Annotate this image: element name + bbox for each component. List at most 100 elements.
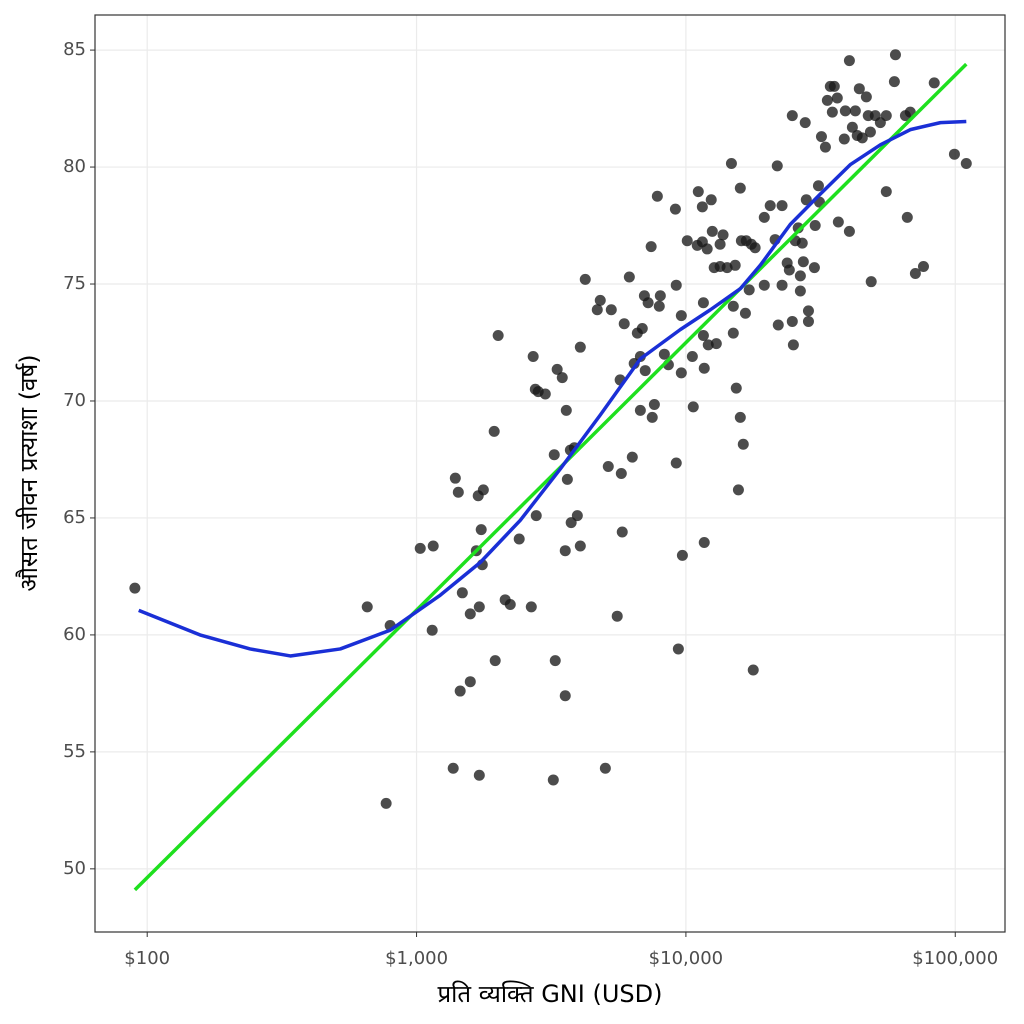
point — [473, 601, 485, 613]
x-tick-label: $100,000 — [912, 948, 998, 969]
point — [548, 449, 560, 461]
point — [670, 457, 682, 469]
point — [626, 451, 638, 463]
point — [475, 524, 487, 536]
point — [819, 141, 831, 153]
point — [796, 237, 808, 249]
point — [698, 362, 710, 374]
point — [579, 273, 591, 285]
point — [452, 486, 464, 498]
point — [658, 348, 670, 360]
x-tick-label: $100 — [124, 948, 170, 969]
point — [654, 290, 666, 302]
point — [513, 533, 525, 545]
point — [672, 643, 684, 655]
point — [634, 404, 646, 416]
point — [797, 256, 809, 268]
point — [129, 582, 141, 594]
x-tick-label: $10,000 — [649, 948, 723, 969]
point — [547, 774, 559, 786]
point — [727, 327, 739, 339]
point — [697, 329, 709, 341]
point — [771, 160, 783, 172]
point — [504, 599, 516, 610]
point — [832, 216, 844, 228]
point — [464, 676, 476, 688]
point — [714, 238, 726, 250]
point — [901, 211, 913, 223]
point — [560, 404, 572, 416]
point — [599, 762, 611, 774]
point — [826, 106, 838, 118]
point — [653, 300, 665, 312]
point — [527, 351, 539, 363]
point — [864, 126, 876, 138]
point — [605, 304, 617, 316]
y-tick-label: 60 — [63, 624, 86, 645]
point — [489, 655, 501, 667]
point — [492, 329, 504, 341]
point — [710, 338, 722, 350]
fit-line — [138, 119, 967, 658]
point — [642, 297, 654, 309]
point — [702, 339, 714, 351]
point — [772, 319, 784, 331]
point — [783, 264, 795, 276]
y-tick-label: 85 — [63, 39, 86, 60]
point — [739, 307, 751, 319]
x-axis-title: प्रति व्यक्ति GNI (USD) — [438, 980, 663, 1008]
point — [549, 655, 561, 667]
point — [559, 545, 571, 557]
point — [828, 80, 840, 92]
point — [676, 549, 688, 561]
point — [776, 200, 788, 212]
point — [706, 225, 718, 237]
point — [799, 117, 811, 129]
y-tick-label: 75 — [63, 273, 86, 294]
point — [787, 339, 799, 351]
point — [639, 365, 651, 377]
point — [559, 690, 571, 702]
point — [681, 235, 693, 247]
point — [737, 438, 749, 450]
point — [729, 259, 741, 271]
point — [734, 182, 746, 194]
point — [802, 315, 814, 327]
x-tick-label: $1,000 — [385, 948, 448, 969]
plot-border — [94, 14, 1006, 933]
point — [948, 148, 960, 160]
point — [646, 411, 658, 423]
point — [865, 276, 877, 288]
point — [743, 284, 755, 296]
point — [853, 83, 865, 95]
point — [815, 131, 827, 143]
point — [636, 322, 648, 334]
point — [960, 158, 972, 170]
point — [361, 601, 373, 613]
point — [696, 201, 708, 213]
point — [670, 279, 682, 291]
point — [786, 110, 798, 122]
point — [574, 540, 586, 552]
point — [849, 105, 861, 117]
point — [623, 271, 635, 283]
point — [602, 460, 614, 472]
y-axis-title: औसत जीवन प्रत्याशा (वर्ष) — [15, 354, 43, 591]
point — [675, 367, 687, 379]
point — [651, 190, 663, 202]
point — [648, 398, 660, 410]
point — [615, 468, 627, 479]
point — [880, 110, 892, 122]
point — [525, 601, 537, 613]
point — [747, 664, 759, 676]
point — [530, 510, 542, 522]
point — [687, 401, 699, 413]
point — [426, 624, 438, 636]
point — [701, 243, 713, 255]
point — [686, 351, 698, 363]
point — [808, 262, 820, 274]
point — [477, 484, 489, 496]
point — [539, 388, 551, 400]
point — [730, 382, 742, 394]
point — [749, 242, 761, 254]
